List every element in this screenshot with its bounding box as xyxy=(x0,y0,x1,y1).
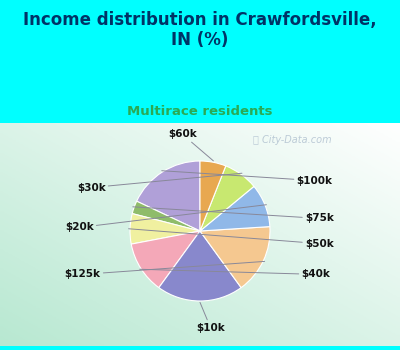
Text: Income distribution in Crawfordsville,
IN (%): Income distribution in Crawfordsville, I… xyxy=(23,10,377,49)
Text: $40k: $40k xyxy=(140,269,330,279)
Text: $20k: $20k xyxy=(65,205,266,232)
Wedge shape xyxy=(200,166,254,231)
Wedge shape xyxy=(132,201,200,231)
Text: ⓘ City-Data.com: ⓘ City-Data.com xyxy=(253,135,331,145)
Text: Multirace residents: Multirace residents xyxy=(127,105,273,118)
Wedge shape xyxy=(200,226,270,288)
Wedge shape xyxy=(200,187,270,231)
Wedge shape xyxy=(130,214,200,244)
Wedge shape xyxy=(137,161,200,231)
Text: $30k: $30k xyxy=(77,173,242,193)
Text: $75k: $75k xyxy=(133,207,334,223)
Wedge shape xyxy=(200,161,226,231)
Text: $60k: $60k xyxy=(168,130,213,161)
Wedge shape xyxy=(159,231,241,301)
Text: $10k: $10k xyxy=(196,302,225,332)
Text: $125k: $125k xyxy=(65,261,265,279)
Text: $100k: $100k xyxy=(162,171,333,186)
Wedge shape xyxy=(131,231,200,288)
Text: $50k: $50k xyxy=(129,229,334,248)
